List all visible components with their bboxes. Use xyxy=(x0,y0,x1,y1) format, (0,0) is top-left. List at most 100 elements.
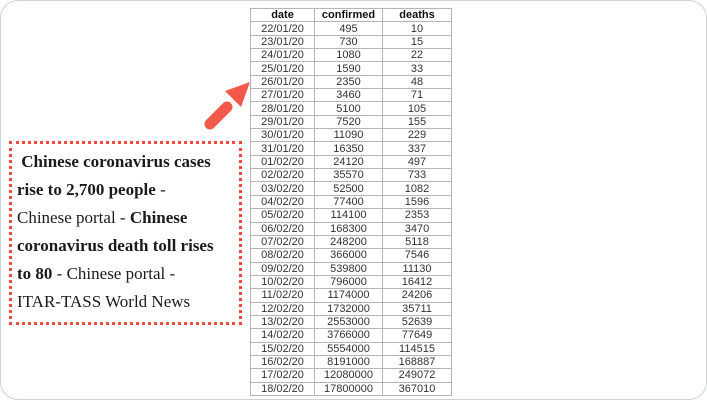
table-cell: 733 xyxy=(382,168,452,183)
table-cell: 14/02/20 xyxy=(250,328,315,343)
table-row: 28/01/20 5100 105 xyxy=(250,101,452,116)
table-cell: 2353 xyxy=(382,208,452,223)
table-cell: 33 xyxy=(382,61,452,76)
table-cell: 25/01/20 xyxy=(250,61,315,76)
table-cell: 16412 xyxy=(382,274,452,290)
annotation-bold-text: to 80 xyxy=(17,264,53,283)
table-row: 31/01/20 16350 337 xyxy=(250,141,452,156)
table-cell: 730 xyxy=(314,34,383,50)
table-cell: 10 xyxy=(382,21,452,36)
table-header-row: date confirmed deaths xyxy=(250,7,452,23)
table-cell: 13/02/20 xyxy=(250,314,315,330)
table-cell: 2553000 xyxy=(314,314,383,330)
table-cell: 30/01/20 xyxy=(250,128,315,143)
column-header-confirmed: confirmed xyxy=(314,7,383,23)
table-cell: 114100 xyxy=(314,208,383,223)
arrow-shaft xyxy=(204,101,233,130)
table-cell: 1596 xyxy=(382,194,452,210)
annotation-bold-text: Chinese coronavirus cases xyxy=(17,152,211,171)
annotation-text-line: ITAR-TASS World News xyxy=(17,288,235,316)
table-cell: 11130 xyxy=(382,261,452,276)
table-cell: 105 xyxy=(382,101,452,116)
table-cell: 3766000 xyxy=(314,328,383,343)
table-row: 11/02/20 1174000 24206 xyxy=(250,288,452,303)
annotation-bold-text: Chinese xyxy=(129,208,188,227)
table-cell: 15 xyxy=(382,34,452,50)
table-cell: 04/02/20 xyxy=(250,194,315,210)
table-cell: 7546 xyxy=(382,248,452,263)
table-cell: 5554000 xyxy=(314,341,383,356)
table-row: 17/02/20 12080000 249072 xyxy=(250,368,452,383)
annotation-regular-text: ITAR-TASS World News xyxy=(17,292,191,311)
table-cell: 15/02/20 xyxy=(250,341,315,356)
table-cell: 3460 xyxy=(314,88,383,103)
table-cell: 77649 xyxy=(382,328,452,343)
table-cell: 29/01/20 xyxy=(250,114,315,130)
annotation-text-line: rise to 2,700 people - xyxy=(17,176,235,204)
table-cell: 367010 xyxy=(382,381,452,396)
table-cell: 155 xyxy=(382,114,452,130)
table-row: 06/02/20 168300 3470 xyxy=(250,221,452,236)
table-row: 01/02/20 24120 497 xyxy=(250,154,452,170)
annotation-text-line: coronavirus death toll rises xyxy=(17,232,235,260)
table-cell: 52639 xyxy=(382,314,452,330)
news-annotation-box: Chinese coronavirus cases rise to 2,700 p… xyxy=(9,141,242,325)
table-cell: 31/01/20 xyxy=(250,141,315,156)
table-cell: 17800000 xyxy=(314,381,383,396)
column-header-date: date xyxy=(250,7,315,23)
annotation-regular-text: Chinese portal - xyxy=(17,208,130,227)
table-row: 14/02/20 3766000 77649 xyxy=(250,328,452,343)
table-cell: 337 xyxy=(382,141,452,156)
table-cell: 07/02/20 xyxy=(250,234,315,250)
table-cell: 23/01/20 xyxy=(250,34,315,50)
table-cell: 77400 xyxy=(314,194,383,210)
table-cell: 24/01/20 xyxy=(250,48,315,63)
table-cell: 2350 xyxy=(314,74,383,90)
table-cell: 48 xyxy=(382,74,452,90)
table-row: 13/02/20 2553000 52639 xyxy=(250,314,452,330)
table-cell: 8191000 xyxy=(314,354,383,370)
annotation-regular-text: - xyxy=(155,180,170,199)
table-cell: 35711 xyxy=(382,301,452,316)
table-row: 03/02/20 52500 1082 xyxy=(250,181,452,196)
table-cell: 35570 xyxy=(314,168,383,183)
table-cell: 11090 xyxy=(314,128,383,143)
table-cell: 168887 xyxy=(382,354,452,370)
table-cell: 1590 xyxy=(314,61,383,76)
table-row: 09/02/20 539800 11130 xyxy=(250,261,452,276)
table-row: 02/02/20 35570 733 xyxy=(250,168,452,183)
table-cell: 497 xyxy=(382,154,452,170)
annotation-text-line: Chinese portal - Chinese xyxy=(17,204,235,232)
annotation-regular-text: - Chinese portal - xyxy=(52,264,176,283)
table-cell: 24206 xyxy=(382,288,452,303)
table-row: 25/01/20 1590 33 xyxy=(250,61,452,76)
table-cell: 168300 xyxy=(314,221,383,236)
table-cell: 18/02/20 xyxy=(250,381,315,396)
table-cell: 22 xyxy=(382,48,452,63)
table-cell: 16350 xyxy=(314,141,383,156)
table-row: 18/02/20 17800000 367010 xyxy=(250,381,452,396)
table-cell: 06/02/20 xyxy=(250,221,315,236)
table-cell: 495 xyxy=(314,21,383,36)
table-cell: 03/02/20 xyxy=(250,181,315,196)
table-cell: 71 xyxy=(382,88,452,103)
table-cell: 17/02/20 xyxy=(250,368,315,383)
table-cell: 24120 xyxy=(314,154,383,170)
table-row: 27/01/20 3460 71 xyxy=(250,88,452,103)
table-row: 22/01/20 495 10 xyxy=(250,21,452,36)
table-row: 15/02/20 5554000 114515 xyxy=(250,341,452,356)
table-row: 04/02/20 77400 1596 xyxy=(250,194,452,210)
table-cell: 26/01/20 xyxy=(250,74,315,90)
column-header-deaths: deaths xyxy=(382,7,452,23)
table-row: 29/01/20 7520 155 xyxy=(250,114,452,130)
table-cell: 22/01/20 xyxy=(250,21,315,36)
table-row: 24/01/20 1080 22 xyxy=(250,48,452,63)
annotation-bold-text: coronavirus death toll rises xyxy=(17,236,214,255)
table-cell: 114515 xyxy=(382,341,452,356)
table-row: 05/02/20 114100 2353 xyxy=(250,208,452,223)
table-cell: 5118 xyxy=(382,234,452,250)
table-cell: 09/02/20 xyxy=(250,261,315,276)
table-row: 30/01/20 11090 229 xyxy=(250,128,452,143)
table-cell: 10/02/20 xyxy=(250,274,315,290)
